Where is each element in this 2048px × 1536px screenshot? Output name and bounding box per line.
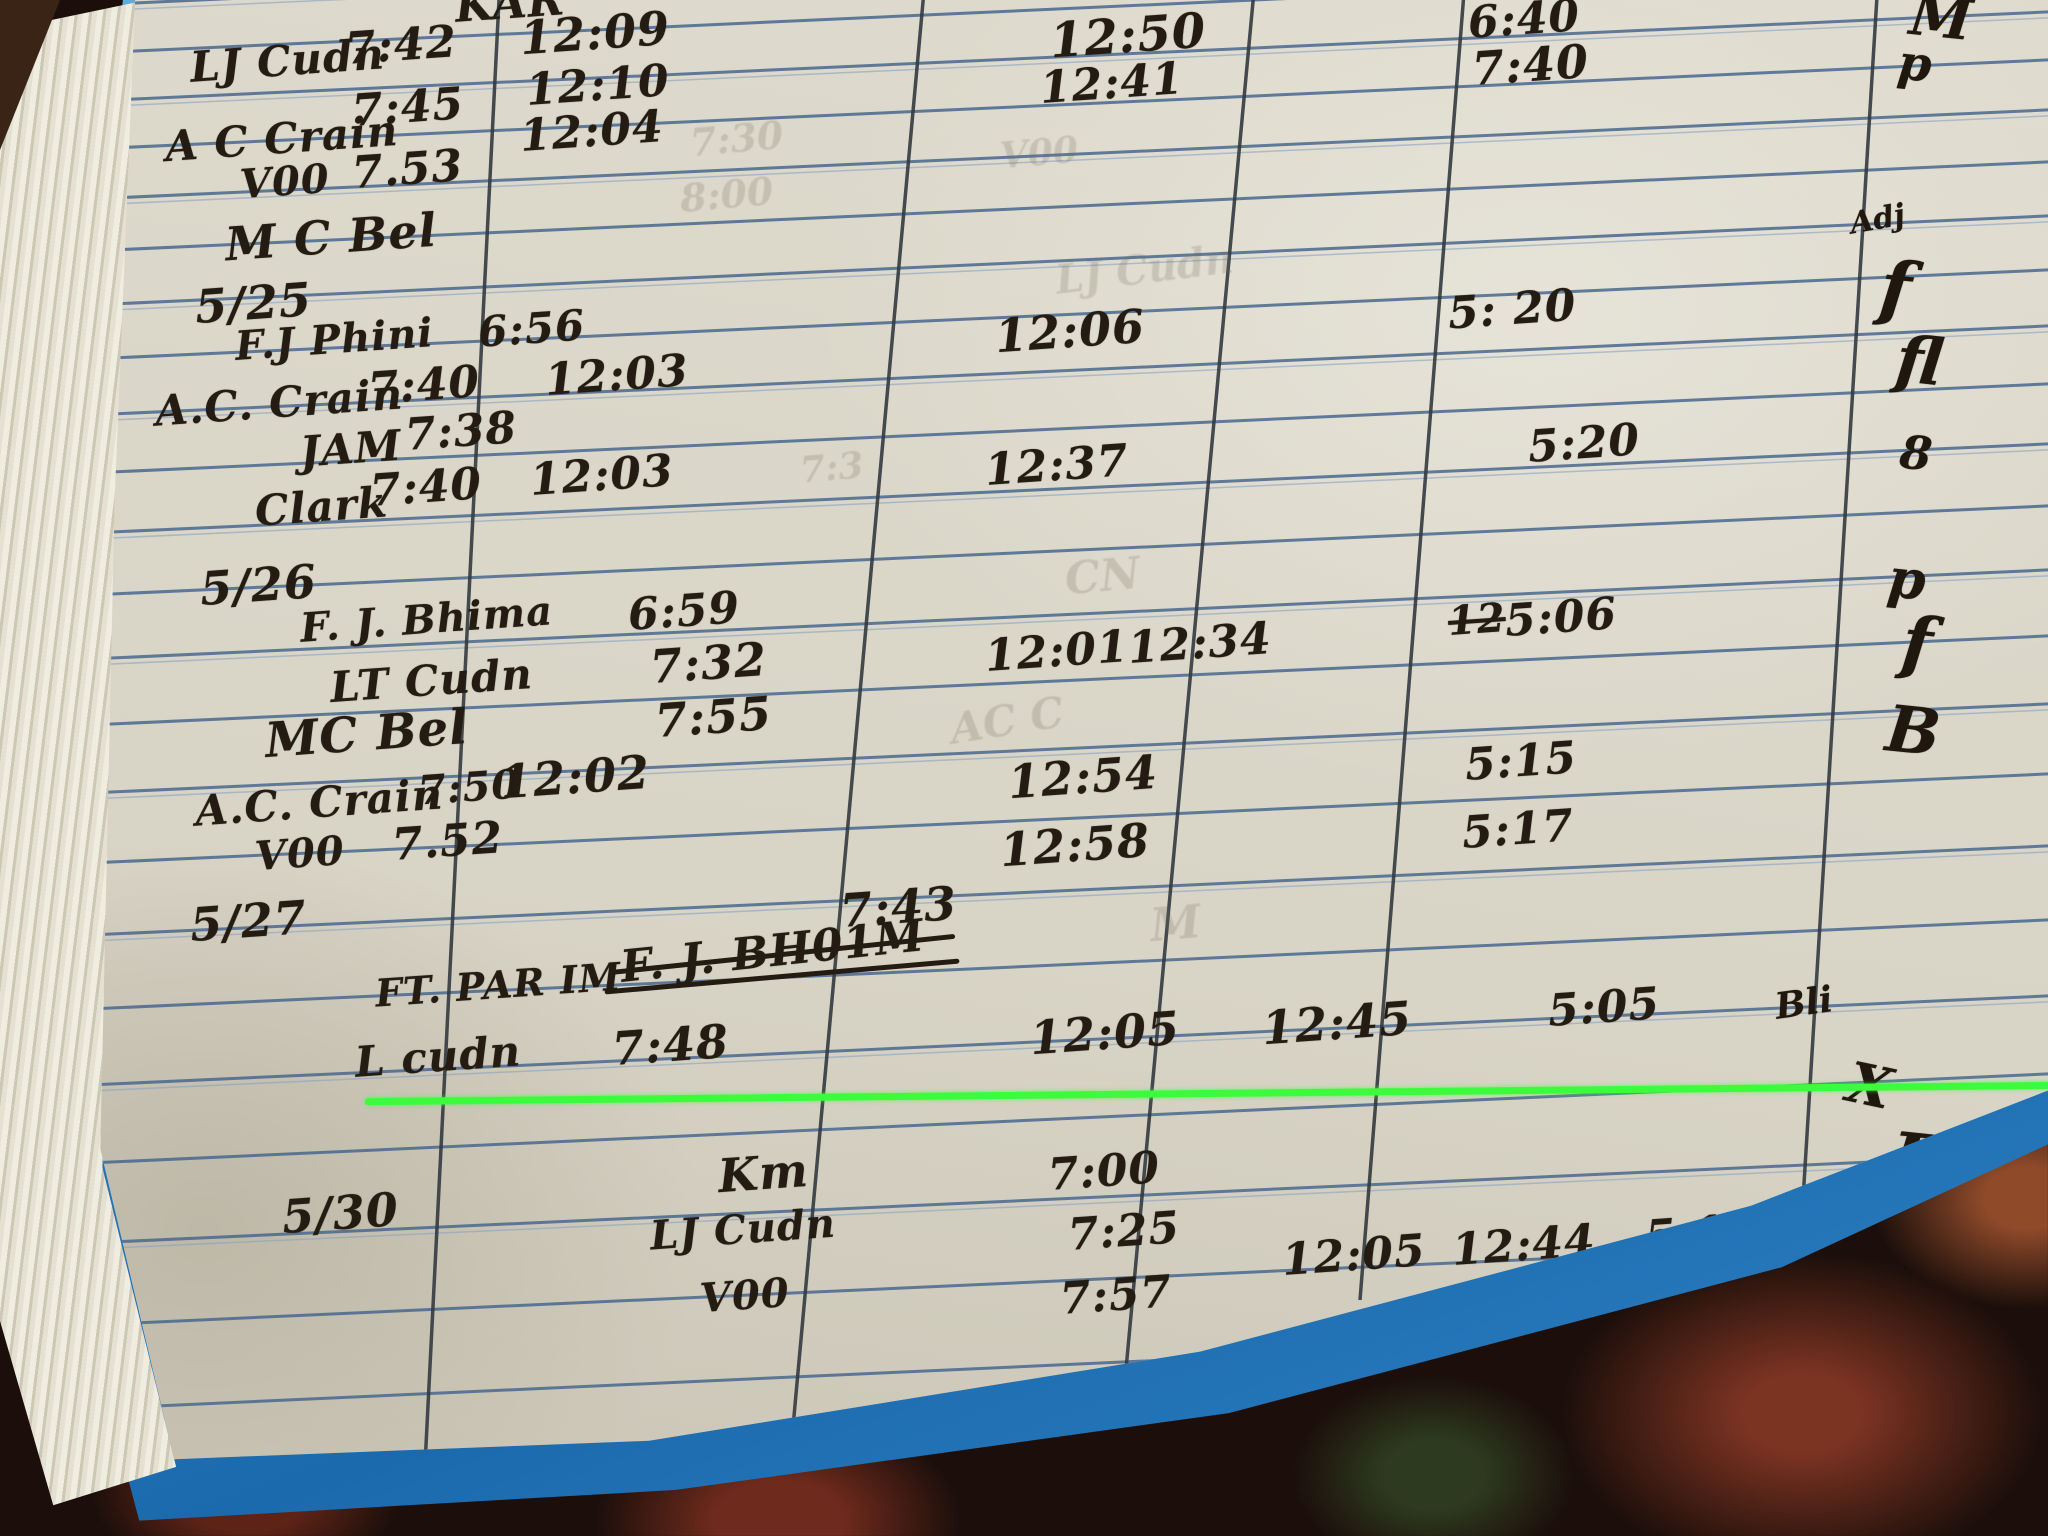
date-label: 5/27 [188, 889, 309, 953]
time-lunch: 12:03 [528, 445, 676, 506]
column-dividers [423, 0, 1880, 1460]
time-out: 5:17 [1460, 800, 1576, 859]
worker-name: Km [716, 1142, 811, 1204]
time-back2: 12:45 [1260, 990, 1414, 1056]
worker-name: V00 [238, 154, 332, 209]
ghost-writing: V00 [998, 128, 1080, 178]
time-in: 7:48 [610, 1013, 731, 1077]
time-in: 7:32 [648, 631, 769, 695]
time-back: 12:58 [998, 812, 1152, 878]
time-in: 7:42 [343, 16, 459, 75]
time-lunch: 12:03 [543, 345, 691, 406]
worker-name: Clark [253, 477, 390, 536]
time-in: 7.52 [390, 812, 505, 871]
worker-name: V00 [253, 826, 347, 881]
time-out: 5: 20 [1446, 279, 1578, 340]
margin-signature: fl [1892, 321, 1947, 402]
margin-signature: 8 [1878, 1221, 1928, 1295]
time-back2: 12:34 [1126, 613, 1274, 674]
margin-signature: 8 [1897, 424, 1935, 482]
worker-name: L cudn [353, 1026, 523, 1087]
time-in: 7:38 [403, 402, 519, 461]
time-in: 7:57 [1058, 1266, 1174, 1325]
time-in: 6:56 [476, 300, 587, 357]
time-back: 12:01 [983, 621, 1131, 682]
ghost-writing: 8:00 [678, 168, 776, 221]
margin-signature: p [1895, 34, 1935, 94]
time-in: 7:40 [368, 458, 484, 517]
worker-name: MC Bel [263, 698, 471, 770]
time-back: 12:06 [993, 298, 1147, 364]
time-in: 7:40 [366, 356, 482, 415]
time-in: 6:59 [626, 582, 742, 641]
time-in: 7.53 [350, 140, 465, 199]
time-back: 12:05 [1028, 1000, 1182, 1066]
time-out: 5:20 [1526, 414, 1642, 473]
time-out: 5:15 [1463, 732, 1579, 791]
date-label: 5/30 [280, 1181, 401, 1245]
time-lunch: 12:05 [1280, 1225, 1428, 1286]
time-back: 12:37 [983, 435, 1131, 496]
time-lunch: 12:02 [498, 744, 652, 810]
time-back: 12:54 [1006, 744, 1160, 810]
time-back: 12:41 [1038, 53, 1186, 114]
ghost-writing: 7:3 [798, 444, 866, 492]
ghost-writing: M [1147, 893, 1204, 953]
time-lunch: 12:04 [518, 101, 666, 162]
time-out: 7:40 [1470, 33, 1591, 97]
time-lunch: 12:09 [518, 0, 672, 66]
margin-note: Bli [1772, 978, 1836, 1028]
ghost-writing: 7:30 [688, 112, 786, 165]
worker-name: M C Bel [223, 202, 439, 272]
time-in: 7:55 [653, 685, 774, 749]
time-in: 7:00 [1046, 1142, 1162, 1201]
time-out: 5:06 [1503, 588, 1619, 647]
struck-time: 12 [1446, 594, 1508, 645]
time-out: 5:05 [1546, 978, 1662, 1037]
ghost-writing: CN [1062, 547, 1143, 606]
margin-signature: B [1882, 691, 1944, 772]
worker-name: V00 [698, 1268, 792, 1323]
table-corner [0, 0, 60, 150]
time-in: 7:25 [1066, 1202, 1182, 1261]
